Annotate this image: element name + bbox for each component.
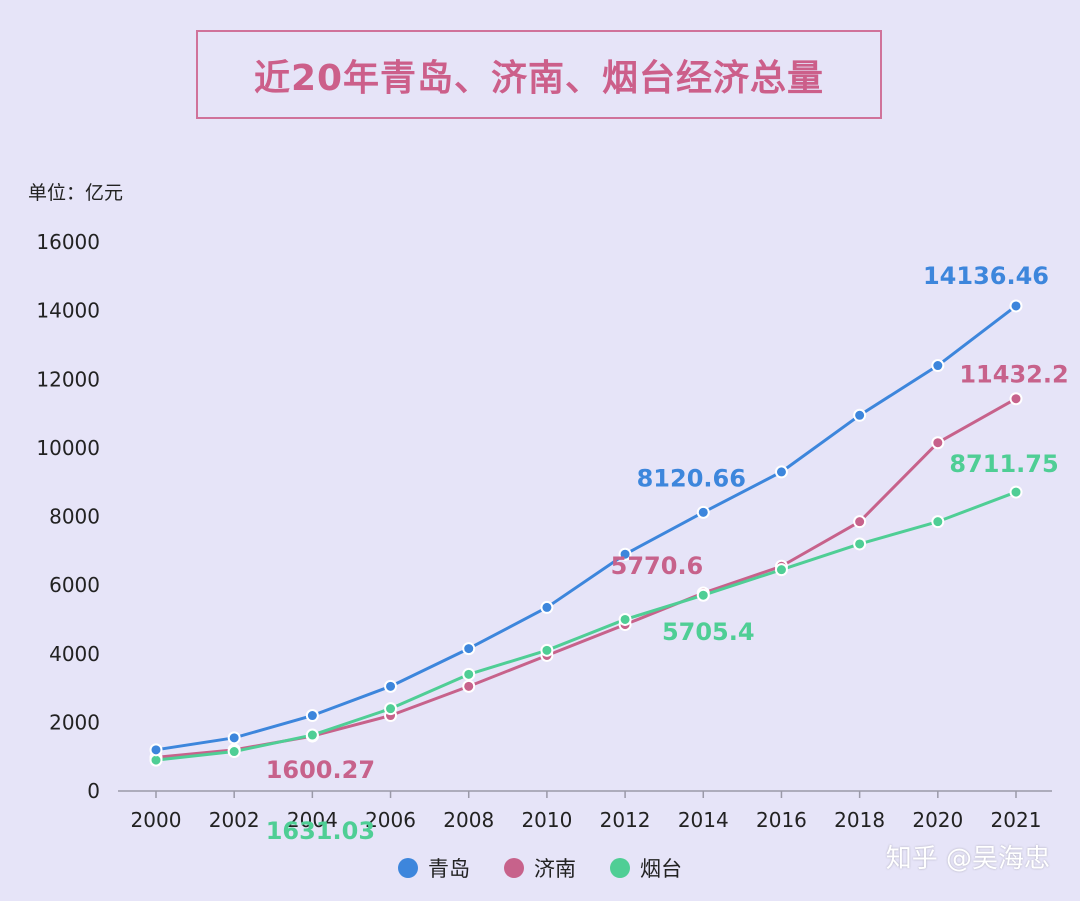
x-tick-label: 2016	[756, 808, 807, 832]
data-point-yantai	[541, 645, 552, 656]
x-tick-label: 2020	[912, 808, 963, 832]
y-tick-label: 14000	[36, 299, 100, 323]
data-point-yantai	[620, 614, 631, 625]
data-label-qingdao-2014: 8120.66	[637, 464, 746, 492]
data-point-qingdao	[307, 710, 318, 721]
x-tick-label: 2000	[131, 808, 182, 832]
data-label-jinan-2014: 5770.6	[611, 552, 704, 580]
legend-label-yantai: 烟台	[640, 853, 682, 883]
data-point-yantai	[1011, 487, 1022, 498]
data-point-yantai	[229, 746, 240, 757]
y-tick-label: 4000	[49, 642, 100, 666]
data-label-yantai-2021: 8711.75	[949, 450, 1058, 478]
data-point-yantai	[307, 730, 318, 741]
data-label-qingdao-2021: 14136.46	[923, 262, 1049, 290]
data-point-qingdao	[541, 602, 552, 613]
data-label-jinan-2021: 11432.2	[959, 361, 1068, 389]
legend-item-jinan[interactable]: 济南	[504, 853, 576, 883]
y-tick-label: 16000	[36, 230, 100, 254]
y-tick-label: 0	[87, 779, 100, 803]
x-tick-label: 2021	[991, 808, 1042, 832]
data-point-qingdao	[385, 681, 396, 692]
data-point-yantai	[776, 564, 787, 575]
y-tick-label: 2000	[49, 710, 100, 734]
x-tick-label: 2014	[678, 808, 729, 832]
y-tick-label: 6000	[49, 573, 100, 597]
data-point-yantai	[854, 538, 865, 549]
data-point-qingdao	[229, 732, 240, 743]
x-tick-label: 2002	[209, 808, 260, 832]
watermark: 知乎 @吴海忠	[886, 838, 1050, 875]
legend-dot-yantai	[610, 858, 630, 878]
y-tick-label: 12000	[36, 367, 100, 391]
data-point-jinan	[854, 516, 865, 527]
legend-label-jinan: 济南	[534, 853, 576, 883]
data-label-yantai-2004: 1631.03	[266, 817, 375, 845]
x-tick-label: 2010	[521, 808, 572, 832]
data-point-yantai	[463, 669, 474, 680]
legend-item-yantai[interactable]: 烟台	[610, 853, 682, 883]
data-label-jinan-2004: 1600.27	[266, 756, 375, 784]
data-point-qingdao	[151, 744, 162, 755]
x-tick-label: 2012	[600, 808, 651, 832]
legend-label-qingdao: 青岛	[428, 853, 470, 883]
legend-dot-jinan	[504, 858, 524, 878]
legend-item-qingdao[interactable]: 青岛	[398, 853, 470, 883]
x-tick-label: 2008	[443, 808, 494, 832]
data-point-jinan	[463, 681, 474, 692]
series-line-jinan	[156, 399, 1016, 758]
series-line-qingdao	[156, 306, 1016, 750]
data-point-jinan	[932, 437, 943, 448]
data-point-qingdao	[776, 466, 787, 477]
data-point-qingdao	[698, 507, 709, 518]
legend-dot-qingdao	[398, 858, 418, 878]
data-label-yantai-2014: 5705.4	[662, 618, 755, 646]
data-point-jinan	[1011, 393, 1022, 404]
data-point-qingdao	[463, 643, 474, 654]
y-tick-label: 10000	[36, 436, 100, 460]
data-point-yantai	[698, 590, 709, 601]
data-point-qingdao	[1011, 300, 1022, 311]
data-point-qingdao	[854, 410, 865, 421]
x-tick-label: 2018	[834, 808, 885, 832]
series-line-yantai	[156, 492, 1016, 760]
y-tick-label: 8000	[49, 505, 100, 529]
data-point-yantai	[385, 703, 396, 714]
data-point-yantai	[932, 516, 943, 527]
data-point-qingdao	[932, 360, 943, 371]
